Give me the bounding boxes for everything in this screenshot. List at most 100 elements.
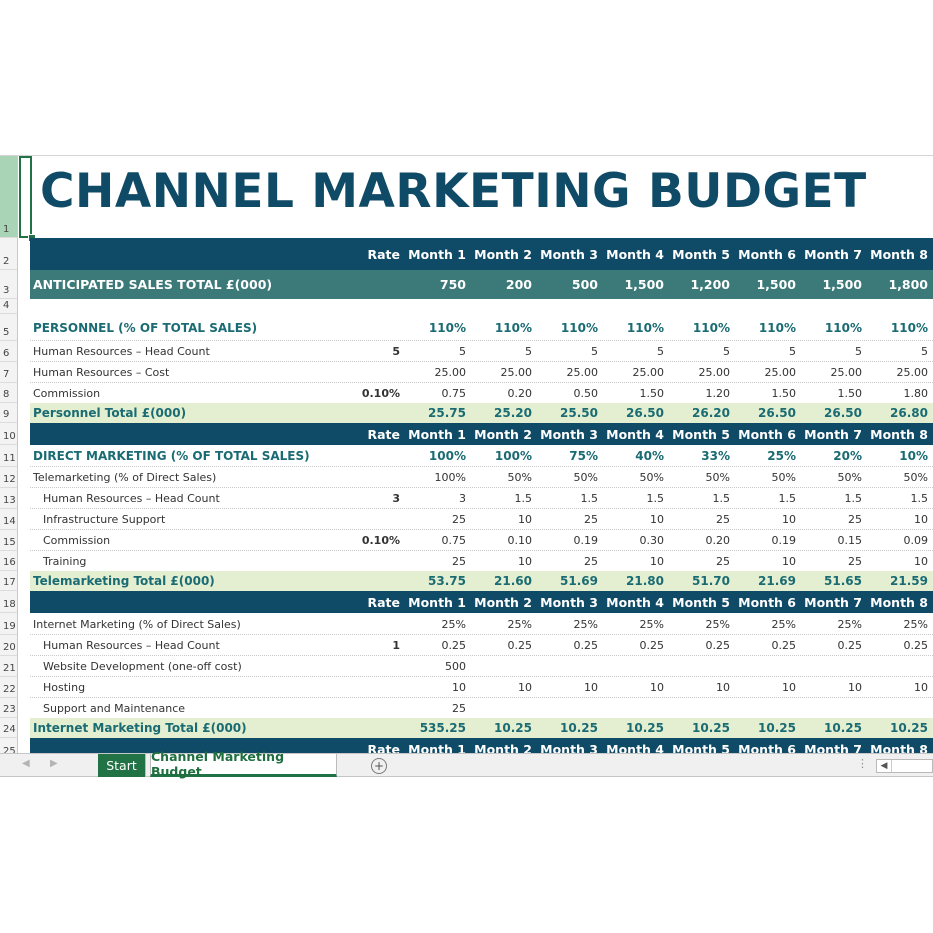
header-month-3[interactable]: Month 3 — [540, 426, 598, 442]
direct-hr-count-m4[interactable]: 1.5 — [646, 492, 665, 505]
personnel-total-m6[interactable]: 26.50 — [758, 406, 796, 420]
direct-commission-m2[interactable]: 0.10 — [507, 534, 533, 547]
training-m5[interactable]: 25 — [716, 554, 730, 568]
internet-label[interactable]: Internet Marketing (% of Direct Sales) — [33, 617, 241, 631]
personnel-total-m3[interactable]: 25.50 — [560, 406, 598, 420]
direct-pct-m3[interactable]: 75% — [569, 449, 598, 463]
hosting-m2[interactable]: 10 — [518, 681, 532, 694]
row-header-20[interactable]: 20 — [0, 635, 18, 656]
direct-hr-count-label[interactable]: Human Resources – Head Count — [43, 492, 220, 505]
header-month-8[interactable]: Month 8 — [870, 246, 928, 262]
header-month-7[interactable]: Month 7 — [804, 426, 862, 442]
personnel-pct-m1[interactable]: 110% — [428, 320, 466, 335]
anticipated-m5[interactable]: 1,200 — [690, 277, 730, 292]
training-m7[interactable]: 25 — [848, 554, 862, 568]
header-month-5[interactable]: Month 5 — [672, 426, 730, 442]
split-handle-icon[interactable]: ⋮ — [857, 757, 868, 770]
header-rate[interactable]: Rate — [367, 741, 400, 755]
internet-hr-count-m6[interactable]: 0.25 — [771, 639, 797, 652]
internet-m1[interactable]: 25% — [441, 617, 466, 631]
anticipated-m3[interactable]: 500 — [571, 277, 598, 292]
hosting-m7[interactable]: 10 — [848, 681, 862, 694]
internet-hr-count-m5[interactable]: 0.25 — [705, 639, 731, 652]
header-month-2[interactable]: Month 2 — [474, 426, 532, 442]
header-month-5[interactable]: Month 5 — [672, 594, 730, 610]
horizontal-scrollbar[interactable]: ◀ — [876, 759, 933, 773]
row-header-8[interactable]: 8 — [0, 383, 18, 403]
tele-m7[interactable]: 50% — [837, 471, 862, 484]
row-header-2[interactable]: 2 — [0, 238, 18, 270]
personnel-total-label[interactable]: Personnel Total £(000) — [33, 406, 187, 420]
anticipated-label[interactable]: ANTICIPATED SALES TOTAL £(000) — [33, 277, 273, 292]
direct-hr-count-m7[interactable]: 1.5 — [844, 492, 863, 505]
personnel-hr-count-rate[interactable]: 5 — [392, 345, 400, 358]
triangle-right-icon[interactable]: ▶ — [50, 758, 58, 769]
tab-channel-marketing-budget[interactable]: Channel Marketing Budget — [150, 749, 337, 779]
internet-hr-count-m4[interactable]: 0.25 — [639, 639, 665, 652]
internet-total-m8[interactable]: 10.25 — [890, 721, 928, 735]
personnel-hr-cost-m1[interactable]: 25.00 — [434, 366, 467, 379]
header-month-6[interactable]: Month 6 — [738, 426, 796, 442]
direct-pct-m5[interactable]: 33% — [701, 449, 730, 463]
personnel-commission-m4[interactable]: 1.50 — [639, 386, 665, 400]
header-month-1[interactable]: Month 1 — [408, 741, 466, 755]
direct-pct-m7[interactable]: 20% — [833, 449, 862, 463]
hosting-m4[interactable]: 10 — [650, 681, 664, 694]
personnel-hr-count-m8[interactable]: 5 — [921, 345, 928, 358]
tele-label[interactable]: Telemarketing (% of Direct Sales) — [33, 471, 217, 484]
training-label[interactable]: Training — [43, 554, 87, 568]
direct-commission-m6[interactable]: 0.19 — [771, 534, 797, 547]
anticipated-m7[interactable]: 1,500 — [822, 277, 862, 292]
tele-total-m5[interactable]: 51.70 — [692, 574, 730, 588]
header-month-1[interactable]: Month 1 — [408, 594, 466, 610]
personnel-hr-cost-m4[interactable]: 25.00 — [632, 366, 665, 379]
row-header-1[interactable]: 1 — [0, 156, 18, 238]
direct-pct-m8[interactable]: 10% — [899, 449, 928, 463]
header-month-1[interactable]: Month 1 — [408, 246, 466, 262]
direct-hr-count-m2[interactable]: 1.5 — [514, 492, 533, 505]
personnel-pct-m7[interactable]: 110% — [824, 320, 862, 335]
web-dev-m1[interactable]: 500 — [445, 660, 466, 673]
tele-m3[interactable]: 50% — [573, 471, 598, 484]
header-month-3[interactable]: Month 3 — [540, 594, 598, 610]
internet-total-m7[interactable]: 10.25 — [824, 721, 862, 735]
direct-hr-count-rate[interactable]: 3 — [392, 492, 400, 505]
row-header-5[interactable]: 5 — [0, 314, 18, 341]
personnel-commission-m8[interactable]: 1.80 — [903, 386, 929, 400]
header-month-7[interactable]: Month 7 — [804, 594, 862, 610]
internet-m4[interactable]: 25% — [639, 617, 664, 631]
internet-total-m5[interactable]: 10.25 — [692, 721, 730, 735]
personnel-hr-count-m4[interactable]: 5 — [657, 345, 664, 358]
infra-label[interactable]: Infrastructure Support — [43, 513, 166, 526]
header-month-4[interactable]: Month 4 — [606, 741, 664, 755]
tele-total-m1[interactable]: 53.75 — [428, 574, 466, 588]
direct-commission-m8[interactable]: 0.09 — [903, 534, 929, 547]
hosting-label[interactable]: Hosting — [43, 681, 86, 694]
header-month-7[interactable]: Month 7 — [804, 741, 862, 755]
direct-commission-m1[interactable]: 0.75 — [441, 534, 467, 547]
personnel-hr-cost-m6[interactable]: 25.00 — [764, 366, 797, 379]
personnel-commission-m6[interactable]: 1.50 — [771, 386, 797, 400]
personnel-hr-count-m2[interactable]: 5 — [525, 345, 532, 358]
row-header-24[interactable]: 24 — [0, 718, 18, 738]
tab-start[interactable]: Start — [98, 754, 146, 777]
direct-commission-label[interactable]: Commission — [43, 534, 111, 547]
infra-m6[interactable]: 10 — [782, 513, 796, 526]
personnel-hr-count-m5[interactable]: 5 — [723, 345, 730, 358]
header-rate[interactable]: Rate — [367, 426, 400, 442]
tele-m2[interactable]: 50% — [507, 471, 532, 484]
infra-m2[interactable]: 10 — [518, 513, 532, 526]
direct-commission-m5[interactable]: 0.20 — [705, 534, 731, 547]
personnel-total-m2[interactable]: 25.20 — [494, 406, 532, 420]
personnel-commission-m7[interactable]: 1.50 — [837, 386, 863, 400]
personnel-total-m7[interactable]: 26.50 — [824, 406, 862, 420]
personnel-hr-cost-m5[interactable]: 25.00 — [698, 366, 731, 379]
personnel-pct-m5[interactable]: 110% — [692, 320, 730, 335]
training-m3[interactable]: 25 — [584, 554, 598, 568]
internet-hr-count-m7[interactable]: 0.25 — [837, 639, 863, 652]
header-month-4[interactable]: Month 4 — [606, 246, 664, 262]
internet-hr-count-m8[interactable]: 0.25 — [903, 639, 929, 652]
header-month-2[interactable]: Month 2 — [474, 594, 532, 610]
internet-hr-count-rate[interactable]: 1 — [392, 639, 400, 652]
row-header-17[interactable]: 17 — [0, 571, 18, 591]
